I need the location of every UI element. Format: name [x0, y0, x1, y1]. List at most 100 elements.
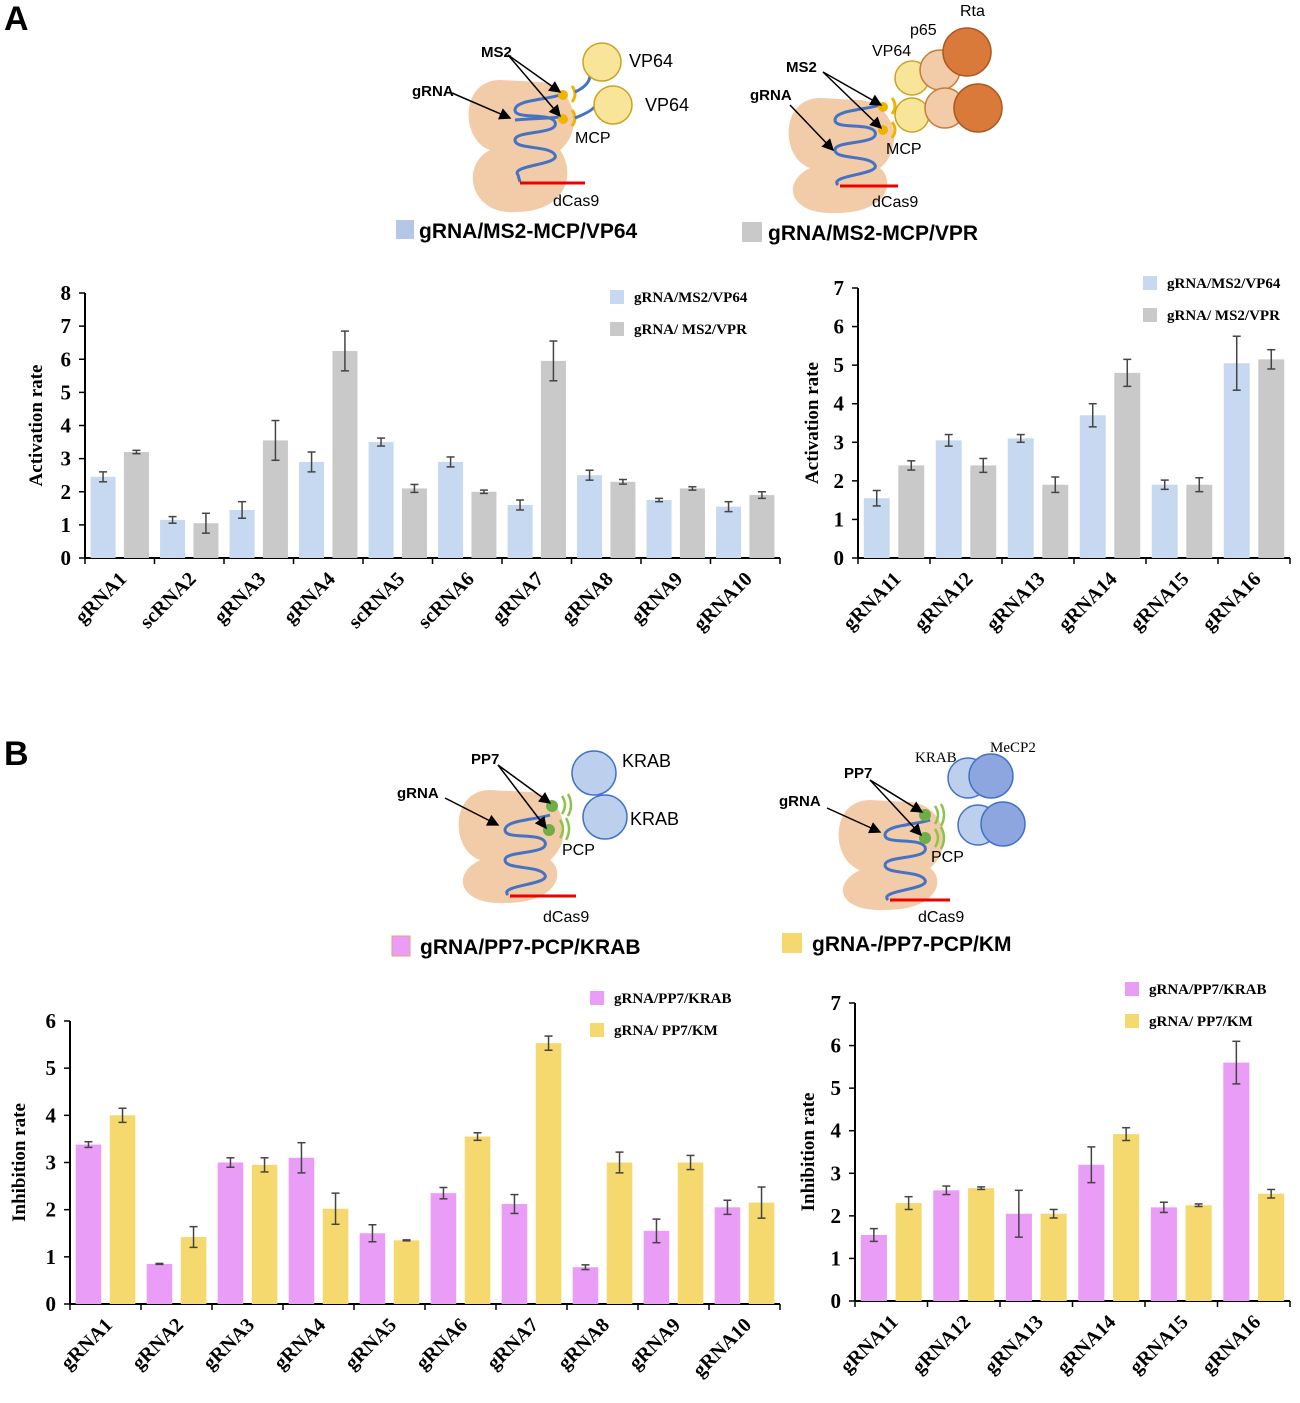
y-tick-label: 4	[831, 1119, 842, 1143]
bar-series1	[299, 461, 325, 558]
x-tick-label: scRNA2	[136, 568, 201, 633]
bar-series1	[1150, 1207, 1177, 1301]
x-tick-label: gRNA10	[689, 568, 756, 635]
x-tick-label: gRNA8	[554, 1314, 614, 1374]
bar-series2	[677, 1162, 704, 1304]
krab-label: KRAB	[915, 750, 957, 766]
bar-series2	[1258, 1193, 1285, 1301]
y-tick-label: 2	[61, 480, 72, 504]
krab-label: KRAB	[622, 751, 671, 771]
legend-swatch-km	[782, 933, 802, 953]
bar-series2	[471, 491, 497, 558]
bar-series2	[251, 1164, 278, 1304]
y-tick-label: 2	[831, 1204, 842, 1228]
bar-series1	[1007, 438, 1034, 558]
x-tick-label: gRNA12	[910, 568, 977, 635]
y-tick-label: 1	[834, 507, 845, 531]
x-tick-label: gRNA15	[1126, 568, 1193, 635]
bar-series2	[540, 360, 566, 558]
y-axis-label: Activation rate	[26, 365, 47, 487]
bar-series2	[679, 488, 705, 558]
bar-series2	[968, 1188, 995, 1301]
bar-series1	[160, 519, 186, 558]
x-tick-label: gRNA16	[1198, 1311, 1265, 1378]
vp64-label: VP64	[629, 51, 673, 71]
mecp2-label: MeCP2	[990, 740, 1036, 756]
y-axis-label: Inhibition rate	[9, 1103, 30, 1222]
bar-series2	[123, 452, 149, 558]
p65-label: p65	[910, 22, 937, 39]
mcp-label: MCP	[575, 130, 611, 147]
bar-series1	[646, 500, 672, 558]
x-tick-label: gRNA7	[483, 1314, 543, 1374]
pcp-label: PCP	[931, 849, 964, 866]
legend-swatch	[1143, 308, 1157, 322]
bar-series1	[1223, 1062, 1250, 1301]
y-tick-label: 6	[61, 347, 72, 371]
legend-label: gRNA/ MS2/VPR	[634, 322, 747, 338]
x-tick-label: gRNA16	[1198, 568, 1265, 635]
bar-series1	[863, 498, 890, 558]
bar-series1	[90, 476, 116, 558]
y-tick-label: 7	[834, 276, 845, 300]
y-tick-label: 0	[834, 546, 845, 570]
y-tick-label: 1	[831, 1246, 842, 1270]
legend-swatch	[1125, 982, 1139, 996]
x-tick-label: gRNA2	[128, 1314, 188, 1374]
y-tick-label: 6	[46, 1009, 57, 1033]
grna-label: gRNA	[397, 785, 439, 802]
bar-series2	[970, 465, 997, 558]
bar-series1	[507, 505, 533, 558]
bar-series2	[1186, 484, 1213, 558]
x-tick-label: gRNA8	[557, 568, 617, 628]
bar-series1	[1223, 363, 1250, 558]
pcp-label: PCP	[562, 842, 595, 859]
bar-series2	[1258, 359, 1285, 558]
y-tick-label: 4	[46, 1103, 57, 1127]
x-tick-label: gRNA10	[689, 1314, 756, 1381]
bar-series1	[1151, 484, 1178, 558]
bar-series1	[572, 1267, 599, 1304]
bar-series1	[860, 1235, 887, 1301]
y-tick-label: 2	[834, 469, 845, 493]
legend-label: gRNA/MS2/VP64	[1167, 276, 1281, 292]
pp7-label: PP7	[844, 765, 872, 782]
vp64-label: VP64	[872, 43, 911, 60]
grna-label: gRNA	[779, 793, 821, 810]
legend-label-km: gRNA-/PP7-PCP/KM	[812, 933, 1012, 956]
diagram-ms2-vpr: Rta p65 VP64 MS2 gRNA MCP dCas9 gRNA/MS2…	[742, 3, 1003, 245]
legend-swatch	[1143, 276, 1157, 290]
bar-series2	[109, 1115, 136, 1304]
x-tick-label: gRNA11	[836, 1311, 903, 1378]
y-tick-label: 0	[46, 1292, 57, 1316]
bar-series2	[895, 1203, 922, 1301]
legend-label: gRNA/ MS2/VPR	[1167, 308, 1280, 324]
y-tick-label: 0	[61, 546, 72, 570]
x-tick-label: gRNA9	[627, 568, 687, 628]
diagram-pp7-krab: PP7 gRNA KRAB KRAB PCP dCas9 gRNA/PP7-PC…	[391, 750, 679, 959]
y-tick-label: 7	[61, 314, 72, 338]
x-tick-label: gRNA14	[1053, 1311, 1120, 1378]
y-tick-label: 5	[831, 1076, 842, 1100]
legend-label-vp64: gRNA/MS2-MCP/VP64	[419, 220, 638, 243]
ms2-label: MS2	[481, 44, 512, 61]
bar-series2	[1040, 1213, 1067, 1301]
bar-series1	[501, 1204, 528, 1304]
legend-swatch	[610, 290, 624, 304]
bar-series2	[332, 350, 358, 558]
x-tick-label: gRNA3	[210, 568, 270, 628]
krab-label: KRAB	[630, 809, 679, 829]
bar-series1	[288, 1157, 315, 1304]
panel-label-a: A	[4, 0, 29, 38]
x-tick-label: scRNA5	[344, 568, 409, 633]
bar-series2	[401, 488, 427, 558]
bar-series1	[75, 1144, 102, 1304]
x-tick-label: gRNA1	[71, 568, 131, 628]
x-tick-label: gRNA6	[412, 1314, 472, 1374]
legend-label: gRNA/PP7/KRAB	[614, 991, 732, 1007]
bar-series1	[577, 475, 603, 558]
legend-swatch-vpr	[742, 222, 762, 242]
y-tick-label: 6	[831, 1034, 842, 1058]
rta-label: Rta	[960, 3, 985, 20]
